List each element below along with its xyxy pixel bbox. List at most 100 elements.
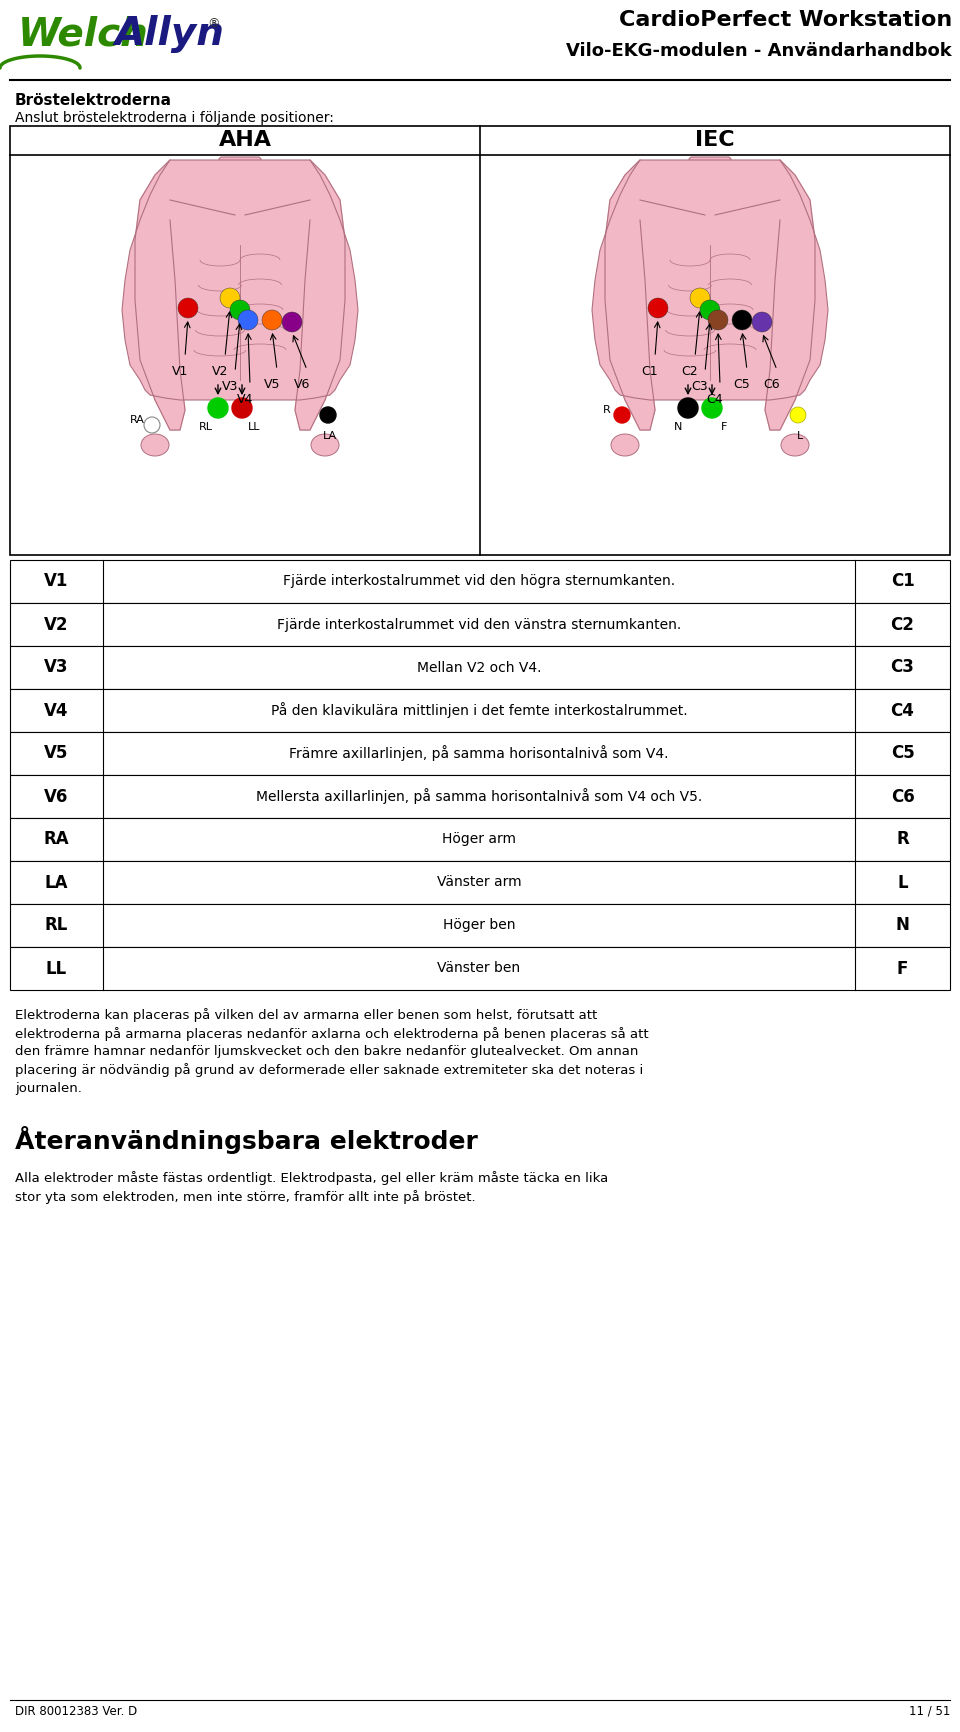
Text: Återanvändningsbara elektroder: Återanvändningsbara elektroder [15,1126,478,1154]
Polygon shape [122,159,358,400]
Circle shape [320,407,336,423]
Text: Vänster arm: Vänster arm [437,875,521,890]
Circle shape [700,300,720,320]
Text: V6: V6 [44,788,69,805]
Circle shape [708,310,728,331]
Text: RA: RA [130,416,144,424]
Text: C1: C1 [891,573,914,591]
Bar [10,603,950,646]
Circle shape [702,398,722,417]
Text: C1: C1 [641,365,659,378]
Text: Anslut bröstelektroderna i följande positioner:: Anslut bröstelektroderna i följande posi… [15,111,334,125]
Circle shape [220,288,240,308]
Circle shape [732,310,752,331]
Text: CardioPerfect Workstation: CardioPerfect Workstation [619,10,952,29]
Text: ®: ® [207,17,220,29]
Text: Mellersta axillarlinjen, på samma horisontalnivå som V4 och V5.: Mellersta axillarlinjen, på samma horiso… [256,788,702,804]
Text: Främre axillarlinjen, på samma horisontalnivå som V4.: Främre axillarlinjen, på samma horisonta… [289,745,669,762]
Bar [10,559,950,603]
Circle shape [262,310,282,331]
Text: LA: LA [323,431,337,442]
Text: Vänster ben: Vänster ben [438,961,520,975]
Text: Alla elektroder måste fästas ordentligt. Elektrodpasta, gel eller kräm måste täc: Alla elektroder måste fästas ordentligt.… [15,1171,609,1204]
Polygon shape [592,159,828,400]
Text: DIR 80012383 Ver. D: DIR 80012383 Ver. D [15,1704,137,1718]
Text: Höger arm: Höger arm [442,833,516,847]
Text: Mellan V2 och V4.: Mellan V2 och V4. [417,660,541,674]
Circle shape [144,417,160,433]
Ellipse shape [141,435,169,456]
Ellipse shape [781,435,809,456]
Circle shape [678,398,698,417]
Text: Fjärde interkostalrummet vid den högra sternumkanten.: Fjärde interkostalrummet vid den högra s… [283,575,675,589]
Circle shape [614,407,630,423]
Text: På den klavikulära mittlinjen i det femte interkostalrummet.: På den klavikulära mittlinjen i det femt… [271,703,687,719]
Circle shape [282,312,302,333]
FancyBboxPatch shape [219,158,261,203]
Text: C4: C4 [891,701,915,719]
Polygon shape [765,159,815,430]
Bar [10,646,950,689]
Text: F: F [721,423,727,431]
Ellipse shape [678,199,742,270]
Text: C5: C5 [733,378,751,391]
Text: C3: C3 [891,658,915,677]
Text: Welch: Welch [18,16,149,54]
Text: F: F [897,960,908,977]
Circle shape [752,312,772,333]
Text: C3: C3 [692,379,708,393]
Text: V5: V5 [44,745,69,762]
Bar [10,126,950,554]
Text: C6: C6 [891,788,914,805]
Bar [10,861,950,904]
Text: C2: C2 [682,365,698,378]
Text: IEC: IEC [695,130,734,151]
Polygon shape [605,159,655,430]
Circle shape [178,298,198,319]
Text: Bröstelektroderna: Bröstelektroderna [15,94,172,107]
Text: C4: C4 [707,393,723,405]
Bar [10,904,950,947]
Ellipse shape [311,435,339,456]
Polygon shape [295,159,345,430]
Bar [10,818,950,861]
Text: Allyn: Allyn [115,16,225,54]
Text: V2: V2 [212,365,228,378]
Ellipse shape [611,435,639,456]
Text: AHA: AHA [219,130,272,151]
Circle shape [790,407,806,423]
Text: C6: C6 [764,378,780,391]
Text: V1: V1 [44,573,69,591]
Bar [10,774,950,818]
Text: R: R [603,405,611,416]
Text: LL: LL [46,960,67,977]
Text: LL: LL [248,423,260,431]
Text: L: L [898,873,908,892]
Bar [10,689,950,733]
Text: RL: RL [45,916,68,935]
Circle shape [232,398,252,417]
Text: C5: C5 [891,745,914,762]
Text: V4: V4 [44,701,69,719]
Circle shape [648,298,668,319]
Text: V4: V4 [237,393,253,405]
Text: V6: V6 [294,378,310,391]
Bar [10,947,950,991]
Circle shape [230,300,250,320]
Polygon shape [135,159,185,430]
Text: RA: RA [44,831,69,849]
Text: L: L [797,431,804,442]
Bar [10,733,950,774]
Circle shape [208,398,228,417]
Text: C2: C2 [891,615,915,634]
Text: V3: V3 [222,379,238,393]
Text: N: N [674,423,683,431]
Text: Fjärde interkostalrummet vid den vänstra sternumkanten.: Fjärde interkostalrummet vid den vänstra… [276,618,682,632]
Text: V1: V1 [172,365,188,378]
FancyBboxPatch shape [689,158,731,203]
Text: N: N [896,916,909,935]
Circle shape [238,310,258,331]
Text: R: R [896,831,909,849]
Text: V2: V2 [44,615,69,634]
Text: Höger ben: Höger ben [443,918,516,932]
